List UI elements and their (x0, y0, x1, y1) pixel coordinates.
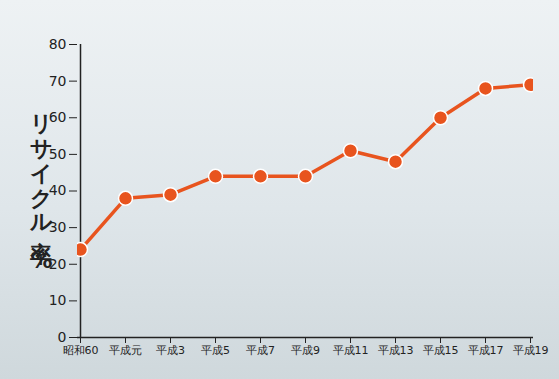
svg-text:平成13: 平成13 (378, 344, 414, 357)
svg-text:平成5: 平成5 (201, 344, 230, 357)
svg-text:平成9: 平成9 (291, 344, 320, 357)
svg-text:平成元: 平成元 (109, 344, 142, 357)
svg-text:10: 10 (49, 292, 67, 308)
svg-text:平成19: 平成19 (513, 344, 549, 357)
svg-text:平成15: 平成15 (423, 344, 459, 357)
svg-text:70: 70 (49, 73, 67, 89)
svg-text:平成3: 平成3 (156, 344, 185, 357)
svg-text:80: 80 (49, 36, 67, 52)
svg-text:平成7: 平成7 (246, 344, 275, 357)
svg-text:0: 0 (58, 329, 67, 345)
svg-text:昭和60: 昭和60 (63, 344, 99, 357)
svg-text:平成11: 平成11 (333, 344, 369, 357)
svg-text:平成17: 平成17 (468, 344, 504, 357)
